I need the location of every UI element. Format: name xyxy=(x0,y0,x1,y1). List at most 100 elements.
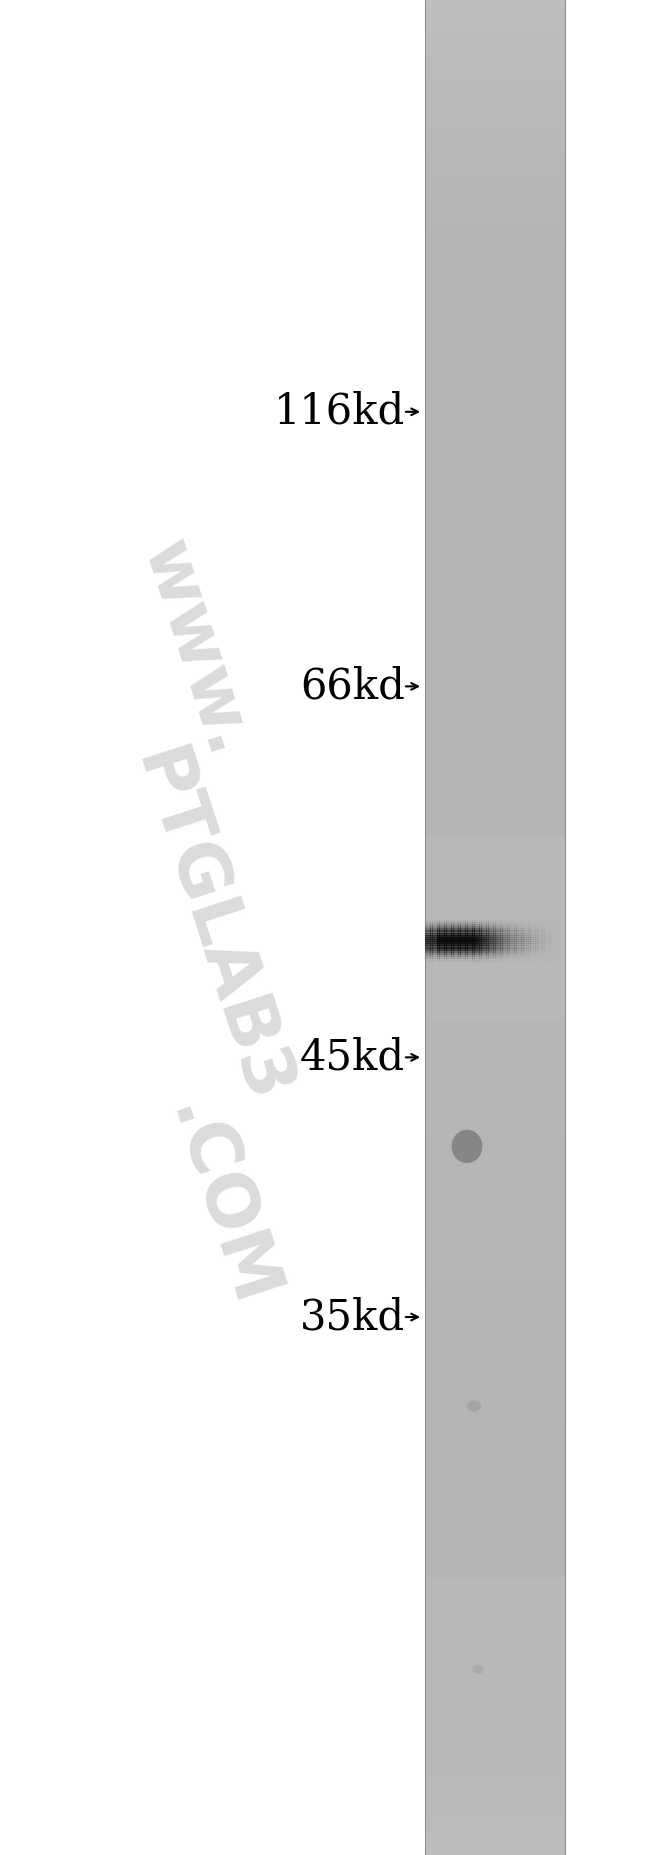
Bar xyxy=(497,948,499,950)
Bar xyxy=(511,950,513,953)
Bar xyxy=(437,942,439,946)
Bar xyxy=(463,955,466,959)
Bar xyxy=(425,430,565,436)
Bar xyxy=(453,937,455,940)
Bar xyxy=(539,955,541,959)
Bar xyxy=(500,926,502,929)
Bar xyxy=(514,920,517,924)
Bar xyxy=(497,935,499,939)
Bar xyxy=(564,937,566,940)
Bar xyxy=(434,933,436,937)
Bar xyxy=(448,924,450,928)
Bar xyxy=(430,948,432,950)
Bar xyxy=(473,948,474,950)
Bar xyxy=(552,937,555,940)
Bar xyxy=(530,940,532,944)
Bar xyxy=(425,924,427,928)
Bar xyxy=(427,955,429,959)
Bar xyxy=(511,926,513,929)
Bar xyxy=(451,955,454,959)
Bar xyxy=(425,783,565,788)
Bar xyxy=(425,1135,565,1141)
Bar xyxy=(460,957,462,961)
Bar xyxy=(552,950,555,953)
Bar xyxy=(453,935,455,939)
Bar xyxy=(519,933,522,937)
Bar xyxy=(432,953,434,957)
Bar xyxy=(521,935,523,939)
Bar xyxy=(539,944,541,948)
Bar xyxy=(512,953,515,957)
Bar xyxy=(514,955,517,959)
Bar xyxy=(541,950,543,953)
Bar xyxy=(425,718,565,723)
Bar xyxy=(504,924,506,928)
Bar xyxy=(556,931,558,935)
Bar xyxy=(451,922,454,926)
Bar xyxy=(444,937,447,940)
Bar xyxy=(560,939,562,942)
Bar xyxy=(493,939,495,942)
Bar xyxy=(425,1766,565,1772)
Bar xyxy=(488,942,490,946)
Bar xyxy=(425,1098,565,1104)
Bar xyxy=(441,924,443,928)
Bar xyxy=(425,1503,565,1506)
Bar xyxy=(484,953,487,957)
Bar xyxy=(491,937,494,940)
Bar xyxy=(537,933,540,937)
Bar xyxy=(551,948,553,950)
Bar xyxy=(425,928,427,931)
Bar xyxy=(552,940,555,944)
Bar xyxy=(425,727,565,733)
Bar xyxy=(465,944,467,948)
Bar xyxy=(488,939,490,942)
Bar xyxy=(474,950,476,953)
Text: PTGLAB3: PTGLAB3 xyxy=(120,742,300,1113)
Bar xyxy=(523,920,525,924)
Bar xyxy=(425,1178,565,1183)
Bar xyxy=(537,935,540,939)
Bar xyxy=(455,922,457,926)
Bar xyxy=(463,957,466,961)
Bar xyxy=(500,952,502,955)
Bar xyxy=(443,937,445,940)
Bar xyxy=(507,933,510,937)
Bar xyxy=(425,1219,565,1224)
Bar xyxy=(425,872,565,877)
Bar xyxy=(451,953,454,957)
Bar xyxy=(489,933,492,937)
Bar xyxy=(432,937,434,940)
Bar xyxy=(425,1521,565,1525)
Bar xyxy=(523,937,525,940)
Bar xyxy=(439,920,441,924)
Bar xyxy=(514,953,517,957)
Bar xyxy=(425,594,565,597)
Bar xyxy=(525,948,527,950)
Bar xyxy=(534,940,536,944)
Bar xyxy=(488,924,490,928)
Bar xyxy=(500,935,502,939)
Bar xyxy=(465,952,467,955)
Bar xyxy=(537,931,540,935)
Bar xyxy=(427,953,429,957)
Bar xyxy=(521,926,523,929)
Bar xyxy=(486,940,489,944)
Bar xyxy=(462,926,464,929)
Bar xyxy=(460,939,462,942)
Bar xyxy=(446,937,448,940)
Bar xyxy=(456,957,459,961)
Bar xyxy=(425,93,565,96)
Bar xyxy=(444,935,447,939)
Bar xyxy=(541,940,543,944)
Bar xyxy=(500,931,502,935)
Bar xyxy=(558,939,560,942)
Bar xyxy=(534,924,536,928)
Bar xyxy=(467,933,469,937)
Bar xyxy=(434,957,436,961)
Bar xyxy=(497,933,499,937)
Bar xyxy=(483,928,485,931)
Bar xyxy=(479,939,482,942)
Bar xyxy=(425,1655,565,1660)
Bar xyxy=(546,926,548,929)
